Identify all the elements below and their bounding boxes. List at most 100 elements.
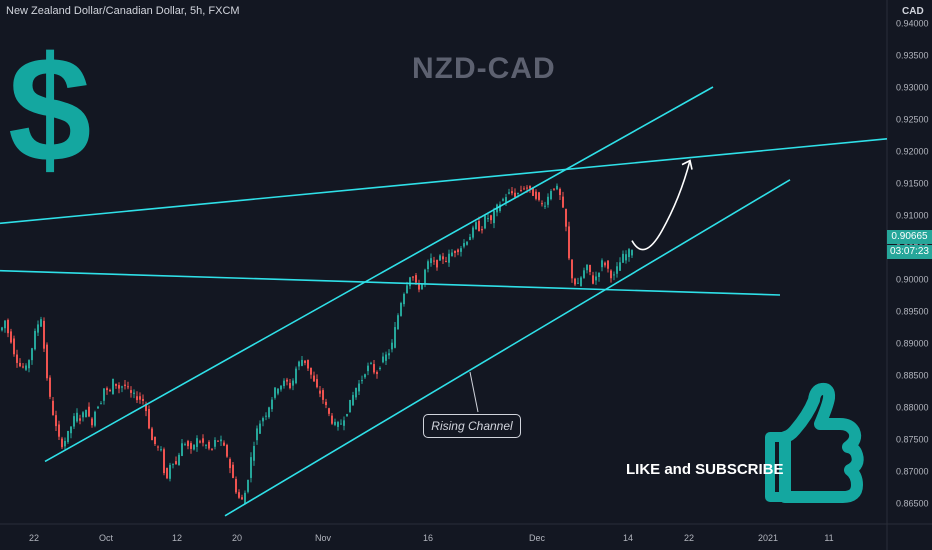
candle-body bbox=[16, 354, 18, 363]
candle-body bbox=[463, 243, 465, 247]
candle-body bbox=[520, 189, 522, 191]
price-tick-label: 0.91500 bbox=[896, 179, 929, 189]
candle-body bbox=[184, 444, 186, 446]
candle-body bbox=[106, 388, 108, 391]
candle-body bbox=[349, 399, 351, 413]
candle-body bbox=[7, 319, 9, 334]
candle-body bbox=[127, 386, 129, 388]
candle-body bbox=[433, 260, 435, 262]
candle-body bbox=[460, 248, 462, 252]
candle-body bbox=[511, 191, 513, 194]
time-tick-label: 12 bbox=[172, 533, 182, 543]
candle-body bbox=[490, 215, 492, 221]
candle-body bbox=[280, 385, 282, 390]
candle-body bbox=[175, 461, 177, 465]
trendline bbox=[0, 138, 888, 225]
candle-body bbox=[625, 254, 627, 261]
price-tick-label: 0.93000 bbox=[896, 83, 929, 93]
candle-body bbox=[418, 284, 420, 290]
candle-body bbox=[169, 464, 171, 479]
candle-body bbox=[292, 380, 294, 386]
time-tick-label: Nov bbox=[315, 533, 332, 543]
candle-body bbox=[76, 412, 78, 422]
candle-body bbox=[271, 399, 273, 410]
candle-body bbox=[493, 210, 495, 224]
candle-body bbox=[262, 418, 264, 422]
candle-body bbox=[82, 412, 84, 418]
candle-body bbox=[142, 398, 144, 401]
candle-body bbox=[616, 266, 618, 274]
candle-body bbox=[28, 360, 30, 369]
candle-body bbox=[31, 348, 33, 361]
candle-body bbox=[133, 392, 135, 394]
rising-channel-label: Rising Channel bbox=[423, 414, 521, 438]
candle-body bbox=[334, 421, 336, 425]
candle-body bbox=[424, 269, 426, 284]
candle-body bbox=[478, 220, 480, 232]
candle-body bbox=[355, 387, 357, 398]
candle-body bbox=[73, 416, 75, 427]
candle-body bbox=[373, 364, 375, 373]
candle-body bbox=[526, 187, 528, 189]
time-tick-label: 22 bbox=[29, 533, 39, 543]
candle-body bbox=[157, 446, 159, 448]
candle-body bbox=[121, 386, 123, 388]
candle-body bbox=[406, 285, 408, 294]
candle-body bbox=[475, 222, 477, 230]
candle-body bbox=[532, 187, 534, 196]
candle-body bbox=[79, 418, 81, 421]
candle-body bbox=[217, 440, 219, 442]
symbol-title: New Zealand Dollar/Canadian Dollar, 5h, … bbox=[6, 5, 240, 17]
candle-body bbox=[370, 362, 372, 364]
candle-body bbox=[445, 260, 447, 262]
candle-body bbox=[220, 439, 222, 442]
current-price-badge: 0.90665 bbox=[887, 230, 932, 244]
candle-body bbox=[613, 274, 615, 276]
candle-body bbox=[598, 272, 600, 277]
price-tick-label: 0.88000 bbox=[896, 403, 929, 413]
candle-body bbox=[322, 390, 324, 400]
candle-body bbox=[148, 408, 150, 429]
candle-body bbox=[403, 293, 405, 305]
candle-body bbox=[4, 320, 6, 329]
candle-body bbox=[205, 444, 207, 446]
price-tick-label: 0.91000 bbox=[896, 211, 929, 221]
candle-body bbox=[286, 379, 288, 382]
candle-body bbox=[481, 229, 483, 231]
time-tick-label: 22 bbox=[684, 533, 694, 543]
candle-body bbox=[10, 331, 12, 343]
candle-body bbox=[181, 443, 183, 456]
candle-body bbox=[517, 193, 519, 195]
candle-body bbox=[502, 199, 504, 201]
time-tick-label: Dec bbox=[529, 533, 546, 543]
candle-body bbox=[118, 385, 120, 389]
candle-body bbox=[229, 459, 231, 469]
candle-body bbox=[70, 426, 72, 434]
price-tick-label: 0.90000 bbox=[896, 275, 929, 285]
candle-body bbox=[109, 389, 111, 391]
candle-body bbox=[409, 277, 411, 287]
candle-body bbox=[190, 443, 192, 449]
candle-body bbox=[586, 264, 588, 271]
candle-body bbox=[172, 463, 174, 465]
candle-body bbox=[601, 260, 603, 268]
candle-body bbox=[487, 218, 489, 220]
candle-body bbox=[256, 428, 258, 441]
candle-body bbox=[124, 384, 126, 386]
candle-body bbox=[166, 467, 168, 479]
trendline bbox=[44, 86, 714, 463]
candle-body bbox=[436, 259, 438, 268]
candle-body bbox=[607, 260, 609, 269]
candle-body bbox=[304, 360, 306, 363]
candle-body bbox=[154, 436, 156, 445]
candle-body bbox=[289, 382, 291, 389]
candle-body bbox=[550, 191, 552, 200]
candle-body bbox=[313, 375, 315, 382]
candle-body bbox=[451, 252, 453, 257]
candle-body bbox=[535, 191, 537, 199]
candle-body bbox=[604, 262, 606, 266]
candle-body bbox=[88, 406, 90, 417]
candle-body bbox=[238, 492, 240, 498]
dollar-icon: $ bbox=[8, 25, 92, 193]
